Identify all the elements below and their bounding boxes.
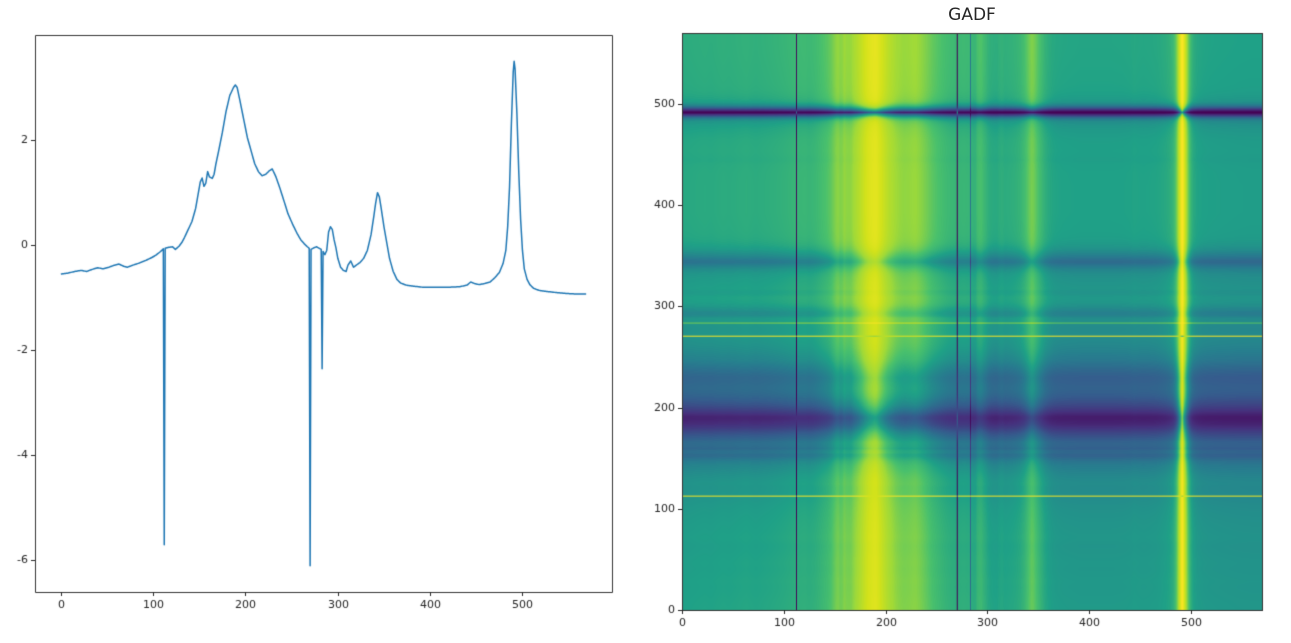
gadf-title: GADF bbox=[948, 5, 996, 25]
signal-line-chart-canvas bbox=[0, 0, 630, 643]
gadf-heatmap-canvas bbox=[630, 0, 1291, 643]
